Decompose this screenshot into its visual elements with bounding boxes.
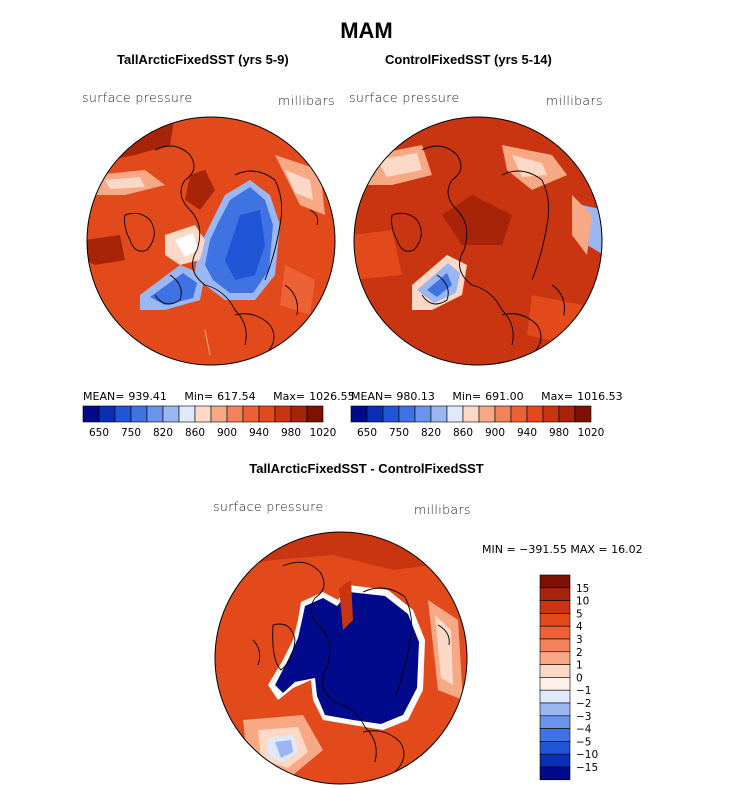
colorbar-diff-tick-label: 4 <box>576 621 583 633</box>
colorbar-diff-swatch <box>539 766 571 781</box>
colorbar-diff-swatch <box>539 638 571 653</box>
colorbar-diff-swatch <box>539 753 571 768</box>
colorbar-tall-swatch <box>98 405 116 423</box>
colorbar-control-tick-label: 650 <box>357 427 377 439</box>
colorbar-tall-swatch <box>194 405 212 423</box>
colorbar-tall-swatch <box>82 405 100 423</box>
colorbar-control-swatch <box>526 405 544 423</box>
colorbar-tall-swatch <box>306 405 324 423</box>
colorbar-tall-tick-label: 820 <box>153 427 173 439</box>
colorbar-control-swatch <box>462 405 480 423</box>
map-tall <box>86 116 336 366</box>
colorbar-diff-tick-label: −4 <box>576 724 592 736</box>
panel-title-tall: TallArcticFixedSST (yrs 5-9) <box>117 52 289 67</box>
colorbar-diff-swatch <box>539 728 571 742</box>
colorbar-diff-swatch <box>539 651 571 665</box>
colorbar-diff-swatch <box>539 574 571 589</box>
colorbar-diff-tick-label: −15 <box>576 762 598 774</box>
colorbar-tall-swatch <box>258 405 276 423</box>
colorbar-tall-swatch <box>290 405 308 423</box>
colorbar-diff-tick-label: −3 <box>576 711 591 723</box>
colorbar-control-swatch <box>510 405 528 423</box>
colorbar-diff-swatch <box>539 677 571 691</box>
colorbar-tall-tick-label: 860 <box>185 427 205 439</box>
units-label-tall: millibars <box>278 93 335 108</box>
colorbar-tall-tick-label: 750 <box>121 427 141 439</box>
colorbar-control-tick-label: 980 <box>549 427 569 439</box>
colorbar-control-swatch <box>494 405 512 423</box>
colorbar-diff-swatch <box>539 689 571 704</box>
colorbar-control-swatch <box>430 405 448 423</box>
field-label-control: surface pressure <box>349 90 460 105</box>
colorbar-diff-tick-label: −1 <box>576 685 591 697</box>
field-label-diff: surface pressure <box>213 499 324 514</box>
colorbar-control-tick-label: 860 <box>453 427 473 439</box>
colorbar-control-swatch <box>350 405 368 423</box>
colorbar-control-swatch <box>478 405 496 423</box>
colorbar-tall-swatch <box>130 405 148 423</box>
colorbar-diff-tick-label: −5 <box>576 736 591 748</box>
colorbar-tall-swatch <box>162 405 180 423</box>
colorbar-diff-swatch <box>539 715 571 729</box>
colorbar-tall-swatch <box>210 405 228 423</box>
panel-title-diff: TallArcticFixedSST - ControlFixedSST <box>249 461 484 476</box>
colorbar-control: 650 750 820 860 900 940 980 1020 <box>350 405 604 439</box>
colorbar-diff-swatch <box>539 664 571 678</box>
colorbar-diff-swatch <box>539 613 571 627</box>
colorbar-tall: 650 750 820 860 900 940 980 1020 <box>82 405 336 439</box>
colorbar-tall-swatch <box>114 405 132 423</box>
colorbar-diff-swatch <box>539 625 571 640</box>
map-control <box>353 116 603 366</box>
colorbar-diff-tick-label: 0 <box>576 672 583 684</box>
colorbar-control-swatch <box>574 405 592 423</box>
colorbar-diff-tick-label: 15 <box>576 583 589 595</box>
colorbar-diff-swatch <box>539 741 571 755</box>
colorbar-tall-tick-label: 650 <box>89 427 109 439</box>
colorbar-control-tick-label: 750 <box>389 427 409 439</box>
colorbar-tall-swatch <box>226 405 244 423</box>
colorbar-control-swatch <box>414 405 432 423</box>
colorbar-control-swatch <box>446 405 464 423</box>
colorbar-diff-swatch <box>539 702 571 717</box>
colorbar-tall-tick-label: 980 <box>281 427 301 439</box>
colorbar-control-tick-label: 820 <box>421 427 441 439</box>
field-label-tall: surface pressure <box>82 90 193 105</box>
colorbar-control-tick-label: 900 <box>485 427 505 439</box>
units-label-diff: millibars <box>414 502 471 517</box>
panel-title-control: ControlFixedSST (yrs 5-14) <box>385 52 552 67</box>
colorbar-control-tick-label: 1020 <box>578 427 605 439</box>
stats-control: MEAN= 980.13 Min= 691.00 Max= 1016.53 <box>351 390 623 403</box>
colorbar-tall-tick-label: 1020 <box>310 427 337 439</box>
colorbar-diff-tick-label: −10 <box>576 749 598 761</box>
colorbar-tall-swatch <box>274 405 292 423</box>
colorbar-tall-swatch <box>146 405 164 423</box>
colorbar-diff-tick-label: −2 <box>576 698 591 710</box>
colorbar-control-swatch <box>558 405 576 423</box>
stats-diff: MIN = −391.55 MAX = 16.02 <box>482 543 643 556</box>
colorbar-diff-tick-label: 3 <box>576 634 583 646</box>
colorbar-control-swatch <box>398 405 416 423</box>
colorbar-control-swatch <box>542 405 560 423</box>
colorbar-tall-tick-label: 900 <box>217 427 237 439</box>
colorbar-control-swatch <box>366 405 384 423</box>
colorbar-diff-tick-label: 2 <box>576 647 583 659</box>
colorbar-tall-tick-label: 940 <box>249 427 269 439</box>
colorbar-diff-tick-label: 10 <box>576 596 589 608</box>
colorbar-diff-tick-label: 1 <box>576 660 583 672</box>
colorbar-control-swatch <box>382 405 400 423</box>
colorbar-diff-swatch <box>539 600 571 614</box>
colorbar-tall-swatch <box>178 405 196 423</box>
colorbar-control-tick-label: 940 <box>517 427 537 439</box>
colorbar-diff-swatch <box>539 587 571 601</box>
map-diff <box>214 531 468 785</box>
colorbar-tall-swatch <box>242 405 260 423</box>
figure-title: MAM <box>340 18 393 43</box>
colorbar-diff-tick-label: 5 <box>576 608 583 620</box>
stats-tall: MEAN= 939.41 Min= 617.54 Max= 1026.55 <box>83 390 355 403</box>
units-label-control: millibars <box>546 93 603 108</box>
